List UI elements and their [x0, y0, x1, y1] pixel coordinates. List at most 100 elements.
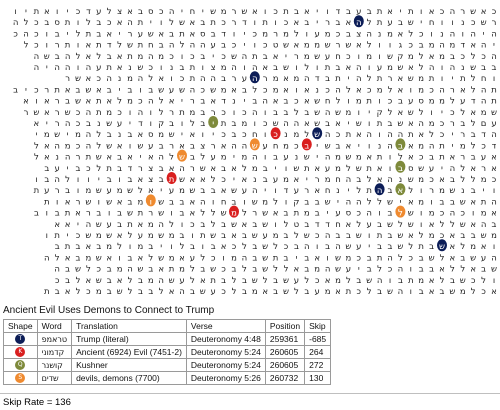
grid-letter: ה — [23, 29, 29, 39]
grid-letter: ה — [387, 253, 393, 263]
grid-letter: ש — [179, 175, 185, 185]
grid-letter: ב — [398, 164, 403, 174]
translation-cell: devils, demons (7700) — [71, 371, 187, 385]
grid-letter: ה — [127, 265, 133, 275]
grid-letter: ד — [336, 7, 341, 17]
grid-letter: ו — [35, 97, 37, 107]
grid-letter: ל — [367, 175, 372, 185]
grid-letter: נ — [315, 85, 318, 95]
grid-letter: ע — [294, 186, 299, 196]
grid-letter: ל — [346, 276, 351, 286]
grid-letter: ב — [492, 220, 497, 230]
grid-letter: ח — [252, 130, 258, 140]
grid-letter: ע — [315, 29, 320, 39]
grid-letter: ש — [262, 209, 268, 219]
grid-letter: ר — [55, 186, 60, 196]
table-row: K קדמוני Ancient (6924) Evil (7451-2) De… — [3, 345, 332, 359]
grid-letter: ש — [408, 175, 414, 185]
grid-letter: ר — [252, 209, 257, 219]
grid-letter: ל — [128, 231, 133, 241]
grid-letter: מ — [283, 29, 289, 39]
grid-letter: א — [34, 119, 40, 129]
grid-letter: ש — [158, 85, 164, 95]
grid-letter: ה — [439, 41, 445, 51]
grid-letter: ר — [211, 108, 216, 118]
grid-letter: ו — [222, 253, 224, 263]
grid-letter: ב — [221, 220, 226, 230]
grid-letter: ש — [85, 85, 91, 95]
grid-letter: י — [139, 153, 141, 163]
grid-letter: מ — [335, 276, 341, 286]
grid-letter: ש — [85, 231, 91, 241]
grid-letter: כ — [263, 119, 268, 129]
grid-letter: ע — [107, 220, 112, 230]
grid-letter: י — [212, 52, 214, 62]
grid-letter: ה — [325, 153, 331, 163]
grid-letter: י — [67, 7, 69, 17]
grid-letter: ת — [491, 85, 497, 95]
grid-marker — [166, 172, 177, 184]
grid-letter: ש — [460, 220, 466, 230]
grid-letter: כ — [481, 287, 486, 297]
grid-letter: מ — [231, 253, 237, 263]
grid-letter: ב — [44, 18, 49, 28]
grid-letter: י — [306, 175, 308, 185]
grid-letter: ר — [304, 186, 309, 196]
grid-letter: ב — [65, 265, 70, 275]
grid-letter: ת — [96, 41, 102, 51]
grid-letter: ד — [325, 220, 330, 230]
grid-letter: כ — [180, 74, 185, 84]
grid-letter: ו — [254, 119, 256, 129]
grid-letter: א — [398, 29, 404, 39]
position-cell: 260732 — [264, 371, 306, 385]
grid-letter: מ — [221, 85, 227, 95]
grid-letter: ה — [491, 253, 497, 263]
grid-letter: ס — [54, 18, 60, 28]
grid-letter: ת — [429, 74, 435, 84]
grid-letter: ש — [408, 108, 414, 118]
grid-letter: א — [366, 153, 372, 163]
grid-letter: ב — [200, 186, 205, 196]
grid-letter: ה — [179, 164, 185, 174]
grid-letter: ה — [481, 85, 487, 95]
grid-letter: ו — [150, 108, 152, 118]
grid-letter: ו — [170, 74, 172, 84]
grid-letter: ו — [233, 108, 235, 118]
table-row: T טראמפ Trump (literal) Deuteronomy 4:48… — [3, 332, 332, 346]
grid-letter: ל — [24, 18, 29, 28]
grid-letter: צ — [200, 141, 205, 151]
grid-letter: ת — [335, 74, 341, 84]
grid-letter: מ — [158, 52, 164, 62]
grid-letter: ע — [211, 153, 216, 163]
grid-letter: ש — [96, 153, 102, 163]
grid-letter: ש — [137, 141, 143, 151]
grid-letter: ר — [55, 119, 60, 129]
grid-letter: א — [96, 85, 102, 95]
grid-letter: ה — [65, 63, 71, 73]
grid-letter: מ — [148, 276, 154, 286]
grid-marker — [301, 138, 312, 151]
grid-letter: כ — [315, 231, 320, 241]
grid-letter: י — [275, 164, 277, 174]
grid-letter: ע — [273, 175, 278, 185]
grid-letter: ב — [284, 97, 289, 107]
grid-letter: כ — [76, 7, 81, 17]
grid-letter: נ — [399, 175, 402, 185]
grid-letter: כ — [492, 7, 497, 17]
grid-letter: ש — [470, 253, 476, 263]
grid-letter: י — [212, 119, 214, 129]
grid-letter: ת — [377, 119, 383, 129]
grid-letter: ע — [387, 18, 392, 28]
grid-letter: ו — [77, 41, 79, 51]
grid-letter: ר — [138, 164, 143, 174]
grid-letter: ו — [139, 85, 141, 95]
grid-letter: ב — [107, 287, 112, 297]
grid-letter: ר — [55, 41, 60, 51]
grid-letter: ל — [460, 242, 465, 252]
grid-letter: ח — [273, 141, 279, 151]
grid-letter: ב — [242, 276, 247, 286]
grid-letter: ש — [335, 253, 341, 263]
grid-letter: ר — [492, 18, 497, 28]
grid-letter: ש — [137, 265, 143, 275]
grid-letter: ב — [107, 175, 112, 185]
